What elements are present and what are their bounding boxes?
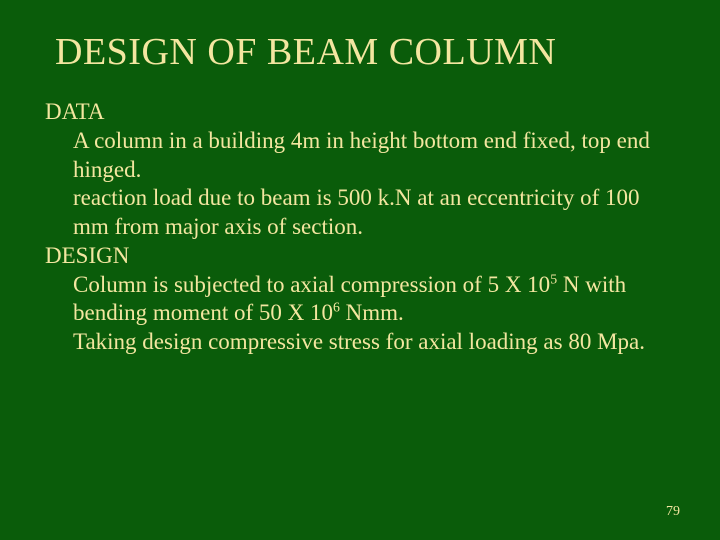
design-label: DESIGN xyxy=(45,242,675,271)
slide: DESIGN OF BEAM COLUMN DATA A column in a… xyxy=(0,0,720,540)
data-paragraph-1: A column in a building 4m in height bott… xyxy=(73,127,675,185)
body-text: DATA A column in a building 4m in height… xyxy=(45,98,675,357)
data-label: DATA xyxy=(45,98,675,127)
design-p1-part-c: Nmm. xyxy=(340,300,404,325)
design-paragraph-1: Column is subjected to axial compression… xyxy=(73,271,675,329)
design-p1-part-a: Column is subjected to axial compression… xyxy=(73,272,550,297)
superscript-6: 6 xyxy=(333,300,340,315)
data-paragraph-2: reaction load due to beam is 500 k.N at … xyxy=(73,184,675,242)
slide-title: DESIGN OF BEAM COLUMN xyxy=(55,30,675,74)
design-paragraph-2: Taking design compressive stress for axi… xyxy=(73,328,675,357)
page-number: 79 xyxy=(666,504,680,520)
